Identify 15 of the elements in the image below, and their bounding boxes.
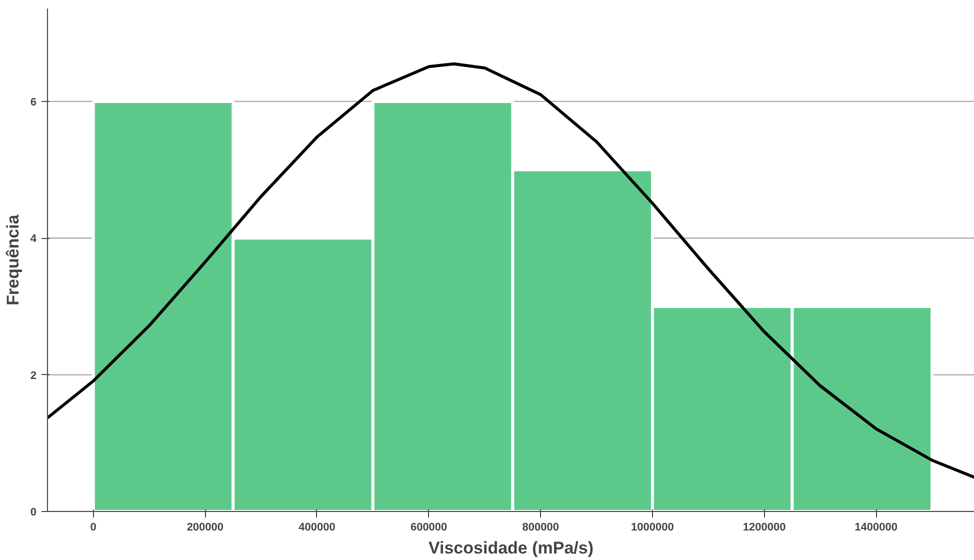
y-axis-title: Frequência (3, 214, 22, 306)
x-tick-label: 1200000 (742, 522, 786, 534)
x-tick-label: 0 (90, 522, 96, 534)
line-series (48, 62, 974, 479)
x-tick-label: 200000 (186, 522, 224, 534)
x-tick-label: 800000 (522, 522, 559, 534)
x-axis-title: Viscosidade (mPa/s) (428, 538, 594, 558)
x-tick-label: 600000 (410, 522, 448, 534)
y-tick-label: 4 (30, 233, 38, 246)
y-tick-label: 6 (30, 96, 37, 108)
x-tick-label: 1000000 (631, 522, 674, 534)
y-tick-label: 0 (30, 506, 37, 518)
x-tick-label: 1400000 (854, 522, 898, 534)
y-tick-label: 2 (30, 370, 37, 382)
x-tick-label: 400000 (298, 522, 336, 534)
